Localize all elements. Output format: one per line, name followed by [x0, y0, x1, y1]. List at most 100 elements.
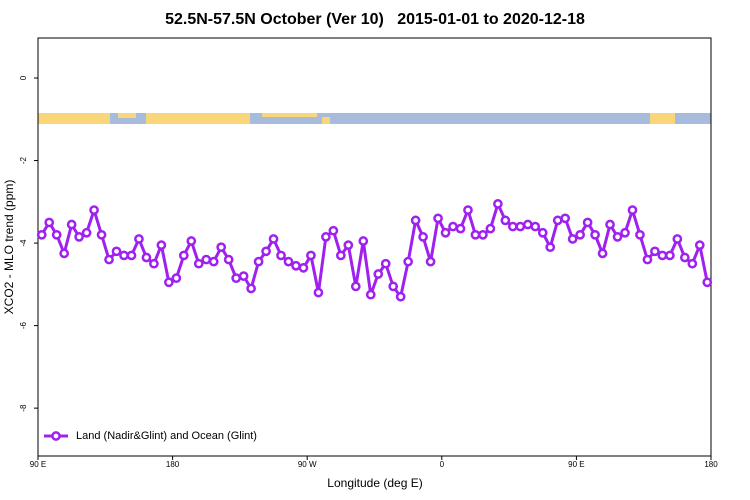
data-point [36, 229, 47, 240]
data-point [522, 219, 533, 230]
data-point [51, 229, 62, 240]
data-point [537, 227, 548, 238]
data-point [149, 258, 159, 269]
data-point [545, 242, 556, 253]
x-tick-label: 90 E [568, 460, 584, 469]
data-point [410, 215, 421, 226]
data-point [328, 225, 339, 236]
data-point [575, 229, 585, 240]
data-point [246, 283, 256, 294]
data-point [433, 213, 443, 224]
y-tick-label: 0 [19, 75, 28, 80]
data-point [119, 250, 129, 261]
data-point [350, 281, 361, 292]
data-point [104, 254, 114, 265]
data-point [343, 240, 354, 250]
data-point [582, 217, 593, 228]
data-point [208, 256, 219, 267]
data-point [635, 229, 645, 240]
legend: Land (Nadir&Glint) and Ocean (Glint) [44, 430, 257, 442]
x-tick-label: 0 [440, 460, 445, 469]
x-tick-label: 180 [166, 460, 180, 469]
data-point [261, 246, 271, 257]
data-point [201, 254, 212, 265]
data-point [126, 250, 137, 261]
data-point [380, 258, 391, 269]
data-point [388, 281, 399, 292]
data-point [238, 271, 249, 281]
data-point [81, 227, 92, 238]
data-point [216, 242, 227, 253]
data-point [597, 248, 608, 259]
legend-marker [51, 431, 61, 441]
data-point [500, 215, 511, 226]
data-point [193, 258, 204, 269]
data-point [650, 246, 660, 257]
data-point [620, 227, 630, 238]
y-tick-label: -2 [19, 156, 28, 164]
data-point [552, 215, 563, 226]
data-point [186, 236, 197, 246]
data-point [358, 236, 369, 246]
data-point [313, 287, 324, 298]
data-point [425, 256, 436, 267]
data-point [373, 269, 384, 279]
data-point [605, 219, 615, 230]
x-axis-label: Longitude (deg E) [327, 476, 422, 490]
data-point [560, 213, 571, 224]
data-point [111, 246, 122, 257]
data-point [223, 254, 234, 265]
data-point [485, 223, 496, 234]
data-point [567, 234, 578, 244]
data-point [66, 219, 77, 230]
x-tick-label: 90 E [30, 460, 46, 469]
data-point [306, 250, 316, 261]
data-point [171, 273, 182, 284]
data-point [365, 289, 376, 300]
data-point [507, 221, 518, 232]
data-point [515, 221, 526, 232]
data-point [657, 250, 668, 261]
data-point [44, 217, 55, 228]
data-point [672, 234, 683, 244]
data-point [253, 256, 264, 267]
data-point [642, 254, 653, 265]
land-ocean-strip [38, 113, 711, 124]
data-point [283, 256, 294, 267]
data-point [134, 234, 144, 244]
data-point [694, 240, 705, 250]
data-point [321, 232, 331, 242]
data-point [336, 250, 346, 261]
data-point [687, 258, 698, 269]
data-point [231, 273, 242, 284]
chart-title: 52.5N-57.5N October (Ver 10) 2015-01-01 … [165, 11, 585, 28]
data-point [418, 232, 428, 242]
y-axis-label: XCO2 - MLO trend (ppm) [2, 180, 16, 315]
x-tick-label: 180 [704, 460, 718, 469]
data-point [590, 229, 600, 240]
data-point [702, 277, 713, 288]
legend-label: Land (Nadir&Glint) and Ocean (Glint) [76, 430, 257, 442]
data-point [141, 252, 152, 263]
data-point [276, 250, 286, 261]
data-point [470, 229, 481, 240]
data-point [493, 199, 503, 209]
data-point [59, 248, 70, 259]
data-point [74, 232, 84, 242]
y-tick-label: -6 [19, 322, 28, 330]
y-tick-label: -4 [19, 239, 28, 247]
data-point [448, 221, 458, 232]
data-point [478, 229, 488, 240]
data-point [463, 205, 473, 215]
data-point [530, 221, 541, 232]
y-tick-label: -8 [19, 404, 28, 412]
data-point [298, 262, 309, 273]
data-point [96, 229, 107, 240]
data-point [395, 291, 406, 302]
series-line [40, 202, 709, 299]
data-point [156, 240, 167, 250]
data-point [679, 252, 690, 263]
data-point [89, 205, 99, 215]
data-point [627, 205, 638, 215]
